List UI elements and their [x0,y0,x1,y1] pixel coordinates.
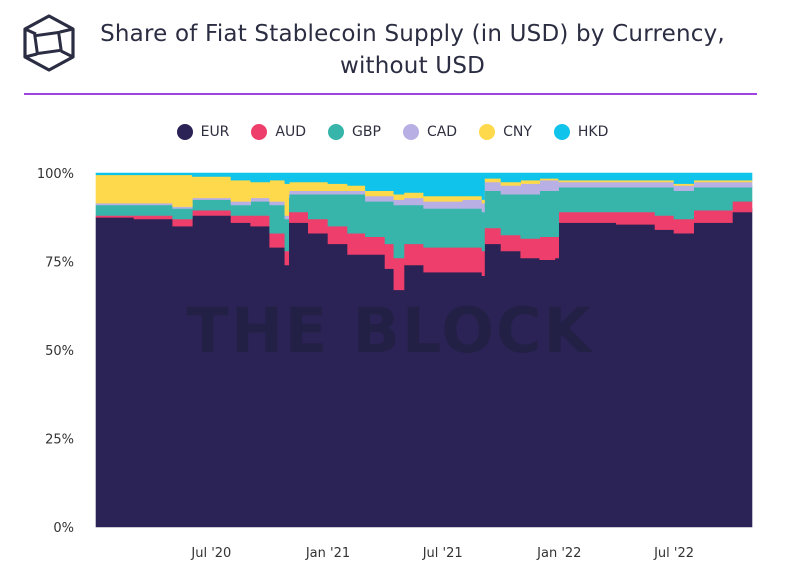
x-tick-label: Jan '21 [305,546,350,561]
legend-label: EUR [200,124,230,140]
area-hkd [95,172,753,200]
legend-item-cny: CNY [479,124,532,140]
legend-swatch-gbp [328,124,345,140]
legend-label: AUD [275,124,307,140]
y-tick-label: 25% [45,433,74,448]
y-tick-label: 0% [53,521,74,536]
legend-item-aud: AUD [251,124,306,140]
the-block-logo [23,14,75,72]
chart-legend: EUR AUD GBP CAD CNY HKD [0,124,785,140]
y-tick-label: 75% [45,256,74,271]
watermark: THE BLOCK [187,294,594,367]
legend-label: CAD [426,124,458,140]
legend-label: HKD [577,124,609,140]
legend-swatch-aud [251,124,268,140]
x-tick-label: Jul '20 [190,546,231,561]
legend-item-eur: EUR [176,124,230,140]
chart-title: Share of Fiat Stablecoin Supply (in USD)… [100,21,725,79]
legend-swatch-cad [402,124,419,140]
legend-item-gbp: GBP [328,124,381,140]
y-tick-label: 50% [45,344,74,359]
legend-swatch-hkd [553,124,570,140]
legend-swatch-eur [176,124,193,140]
x-tick-label: Jul '21 [422,546,463,561]
legend-label: CNY [503,124,532,140]
legend-item-cad: CAD [402,124,458,140]
x-tick-label: Jan '22 [536,546,581,561]
legend-item-hkd: HKD [553,124,609,140]
legend-label: GBP [352,124,381,140]
legend-swatch-cny [479,124,496,140]
y-tick-label: 100% [37,167,74,182]
title-divider [24,93,757,95]
x-tick-label: Jul '22 [653,546,694,561]
